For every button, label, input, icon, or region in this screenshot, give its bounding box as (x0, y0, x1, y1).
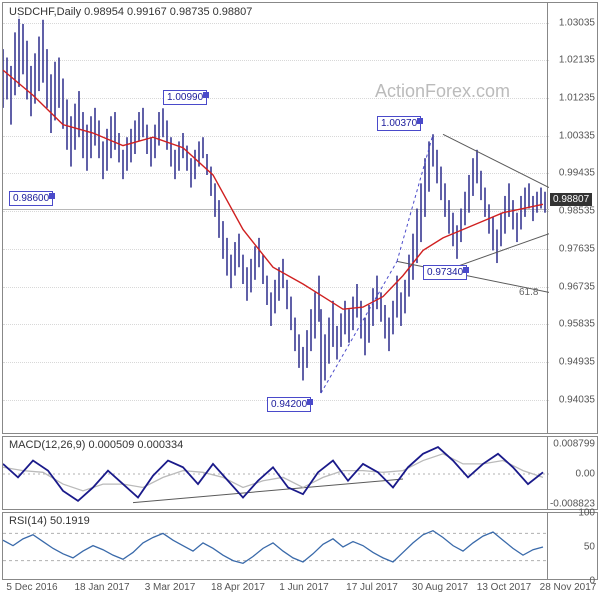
rsi-panel: 100500 RSI(14) 50.1919 (2, 512, 598, 580)
y-tick-label: 50 (584, 542, 595, 553)
y-tick-label: 0.99435 (559, 168, 595, 179)
y-tick-label: 0.008799 (553, 439, 595, 450)
y-tick-label: 0.94935 (559, 357, 595, 368)
price-annotation: 1.00370 (377, 116, 421, 131)
y-tick-label: 0.95835 (559, 319, 595, 330)
price-panel: 1.03035 1.02135 1.01235 1.00335 0.99435 0.985… (2, 2, 598, 434)
x-tick-label: 17 Jul 2017 (346, 582, 398, 598)
panel-title: USDCHF,Daily 0.98954 0.99167 0.98735 0.9… (7, 5, 254, 19)
panel-title: RSI(14) 50.1919 (7, 514, 92, 528)
price-svg (3, 3, 549, 435)
y-tick-label: 0.98535 (559, 206, 595, 217)
y-tick-label: 1.00335 (559, 130, 595, 141)
x-tick-label: 13 Oct 2017 (477, 582, 531, 598)
x-tick-label: 28 Nov 2017 (540, 582, 597, 598)
y-tick-label: 1.02135 (559, 55, 595, 66)
y-tick-label: 0.97635 (559, 243, 595, 254)
rsi-y-axis: 100500 (547, 513, 597, 579)
panel-title: MACD(12,26,9) 0.000509 0.000334 (7, 438, 185, 452)
macd-panel: 0.0087990.00-0.008823MACD(12,26,9) 0.000… (2, 436, 598, 510)
y-tick-label: 0.00 (576, 469, 595, 480)
price-y-axis: 1.03035 1.02135 1.01235 1.00335 0.99435 0.985… (547, 3, 597, 433)
price-annotation: 0.94200 (267, 397, 311, 412)
y-tick-label: 100 (578, 508, 595, 519)
y-tick-label: 0.96735 (559, 281, 595, 292)
fib-label: 61.8 (519, 287, 538, 298)
x-tick-label: 3 Mar 2017 (145, 582, 196, 598)
x-tick-label: 5 Dec 2016 (6, 582, 57, 598)
price-annotation: 1.00990 (163, 90, 207, 105)
x-tick-label: 30 Aug 2017 (412, 582, 468, 598)
macd-y-axis: 0.0087990.00-0.008823 (547, 437, 597, 509)
x-axis: 5 Dec 2016 18 Jan 2017 3 Mar 2017 18 Apr 20… (2, 582, 598, 598)
x-tick-label: 1 Jun 2017 (279, 582, 329, 598)
x-tick-label: 18 Jan 2017 (74, 582, 129, 598)
price-annotation: 0.97340 (423, 265, 467, 280)
x-tick-label: 18 Apr 2017 (211, 582, 265, 598)
price-annotation: 0.98600 (9, 191, 53, 206)
y-tick-label: 1.03035 (559, 17, 595, 28)
y-tick-label: 0.94035 (559, 394, 595, 405)
last-price-label: 0.98807 (550, 193, 592, 206)
y-tick-label: 1.01235 (559, 92, 595, 103)
